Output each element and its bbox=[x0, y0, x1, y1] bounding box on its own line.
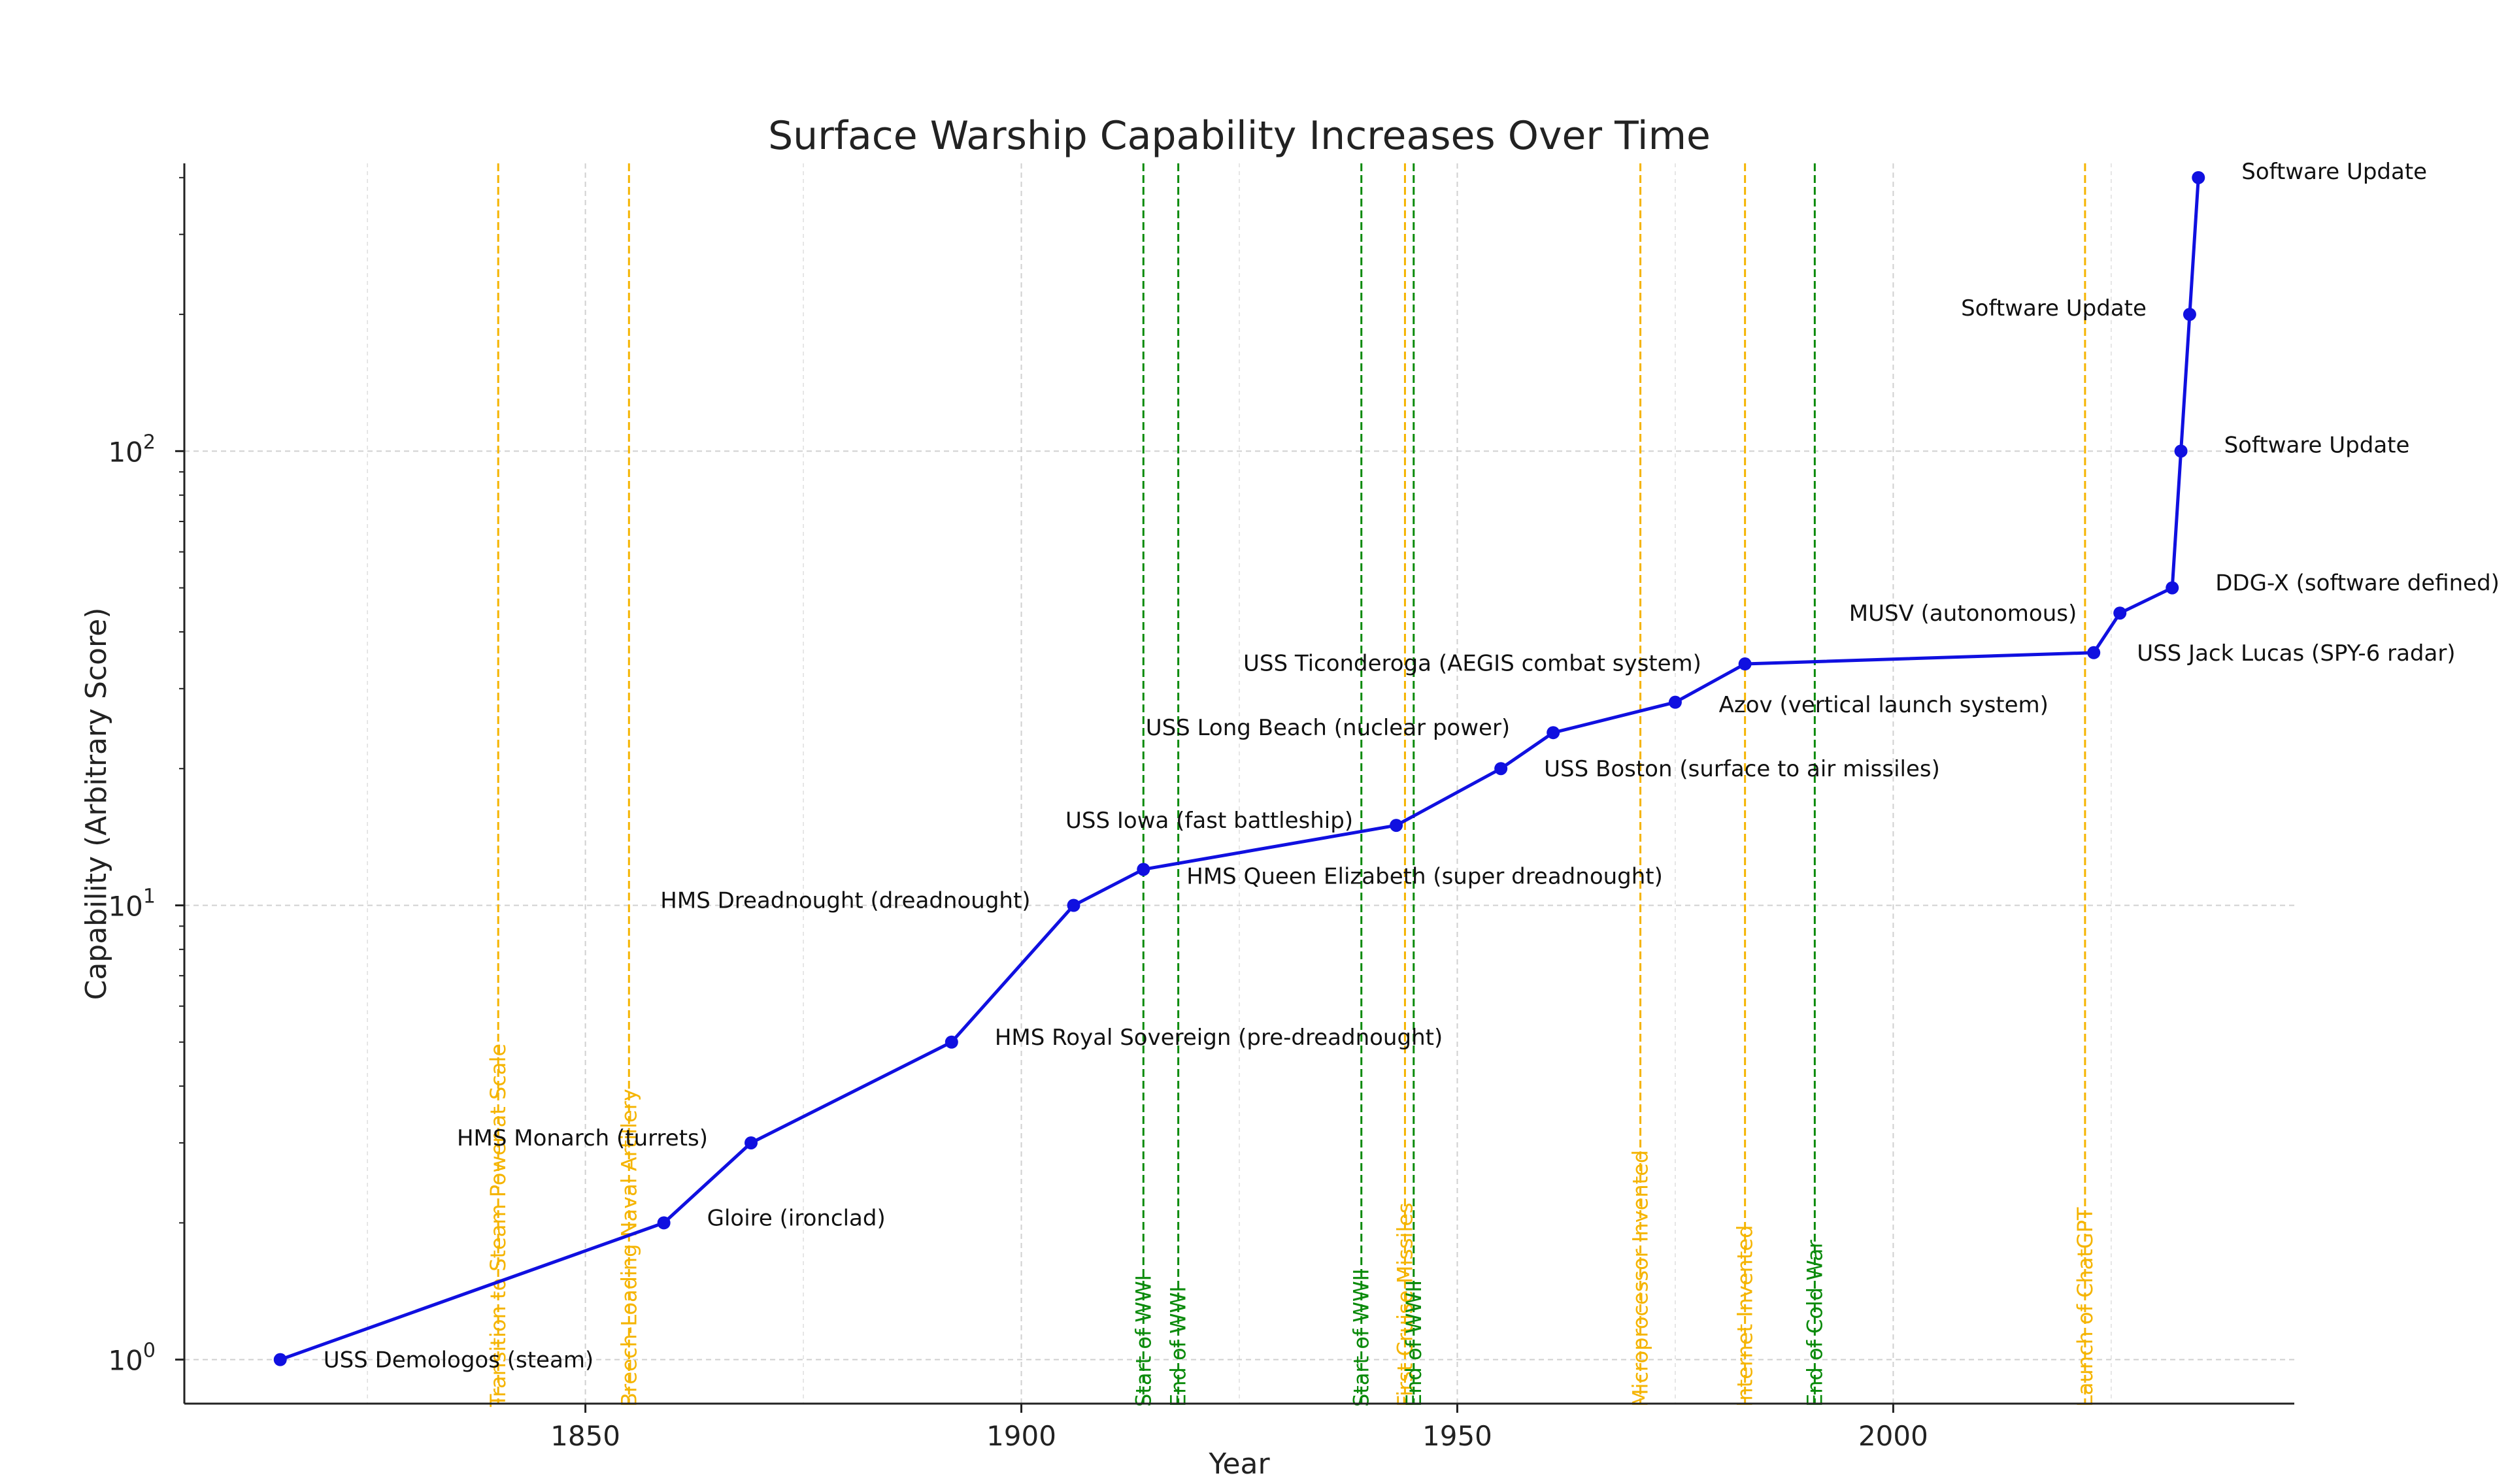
y-tick-base: 10 bbox=[108, 1345, 142, 1377]
y-tick-exponent: 1 bbox=[143, 885, 156, 908]
event-label: Internet Invented bbox=[1733, 1225, 1758, 1407]
data-point-label: Software Update bbox=[2241, 159, 2427, 185]
event-label: Start of WWI bbox=[1131, 1275, 1156, 1407]
data-point-label: HMS Monarch (turrets) bbox=[457, 1125, 708, 1151]
data-point-label: Gloire (ironclad) bbox=[707, 1205, 886, 1231]
data-point-label: Software Update bbox=[1961, 295, 2147, 322]
x-tick-label: 1900 bbox=[986, 1420, 1056, 1452]
y-axis-label: Capability (Arbitrary Score) bbox=[80, 608, 113, 1000]
data-point bbox=[2183, 308, 2196, 322]
y-tick-exponent: 2 bbox=[143, 431, 156, 453]
data-point-label: USS Iowa (fast battleship) bbox=[1065, 808, 1353, 834]
chart-title: Surface Warship Capability Increases Ove… bbox=[768, 113, 1711, 159]
data-point bbox=[273, 1353, 287, 1366]
data-point bbox=[2166, 581, 2179, 595]
event-label: End of Cold War bbox=[1802, 1240, 1827, 1408]
data-point bbox=[1137, 863, 1150, 876]
event-label: Breech-Loading Naval Artillery bbox=[616, 1089, 641, 1407]
y-tick-label: 101 bbox=[108, 885, 156, 922]
event-label: Launch of ChatGPT bbox=[2073, 1207, 2098, 1407]
data-point bbox=[2087, 646, 2101, 659]
y-tick-base: 10 bbox=[108, 436, 142, 468]
y-tick-label: 102 bbox=[108, 431, 156, 468]
event-label: Transition to Steam Power at Scale bbox=[486, 1044, 510, 1408]
data-point-label: USS Ticonderoga (AEGIS combat system) bbox=[1243, 651, 1701, 677]
data-point-label: USS Long Beach (nuclear power) bbox=[1146, 715, 1510, 741]
series bbox=[273, 171, 2205, 1366]
data-point-label: MUSV (autonomous) bbox=[1849, 601, 2077, 627]
y-tick-exponent: 0 bbox=[143, 1340, 156, 1362]
data-point bbox=[2113, 606, 2127, 620]
data-point-label: HMS Dreadnought (dreadnought) bbox=[660, 887, 1030, 914]
y-tick-label: 100 bbox=[108, 1340, 156, 1377]
data-point bbox=[745, 1136, 758, 1149]
data-point-label: DDG-X (software defined) bbox=[2215, 570, 2500, 597]
data-point bbox=[657, 1216, 671, 1230]
data-point-label: USS Jack Lucas (SPY-6 radar) bbox=[2137, 640, 2455, 667]
grid bbox=[184, 163, 2294, 1404]
data-point bbox=[945, 1035, 958, 1049]
data-point bbox=[1390, 819, 1403, 833]
data-point-label: Software Update bbox=[2224, 432, 2410, 458]
event-label: End of WWI bbox=[1166, 1286, 1191, 1407]
data-point-label: USS Demologos (steam) bbox=[324, 1347, 594, 1374]
event-label: Microprocessor Invented bbox=[1628, 1150, 1653, 1407]
data-point bbox=[1738, 657, 1752, 671]
data-point bbox=[1668, 695, 1682, 709]
data-point bbox=[1547, 726, 1560, 740]
data-point bbox=[2174, 444, 2188, 458]
x-axis-label: Year bbox=[1208, 1447, 1270, 1481]
y-tick-base: 10 bbox=[108, 890, 142, 922]
data-point bbox=[1067, 899, 1080, 912]
event-label: Start of WWII bbox=[1349, 1268, 1374, 1407]
x-tick-label: 1850 bbox=[550, 1420, 620, 1452]
data-point-label: HMS Queen Elizabeth (super dreadnought) bbox=[1186, 863, 1663, 889]
event-label: End of WWII bbox=[1401, 1280, 1426, 1407]
point-labels: USS Demologos (steam) Gloire (ironclad) HM… bbox=[324, 159, 2500, 1374]
data-point bbox=[1494, 762, 1508, 776]
data-point-label: Azov (vertical launch system) bbox=[1719, 692, 2049, 718]
x-tick-label: 2000 bbox=[1858, 1420, 1928, 1452]
data-point-label: HMS Royal Sovereign (pre-dreadnought) bbox=[995, 1025, 1443, 1051]
data-point-label: USS Boston (surface to air missiles) bbox=[1544, 756, 1940, 782]
event-lines: Transition to Steam Power at Scale Breech… bbox=[486, 163, 2098, 1408]
data-point bbox=[2192, 171, 2205, 184]
x-tick-label: 1950 bbox=[1422, 1420, 1492, 1452]
